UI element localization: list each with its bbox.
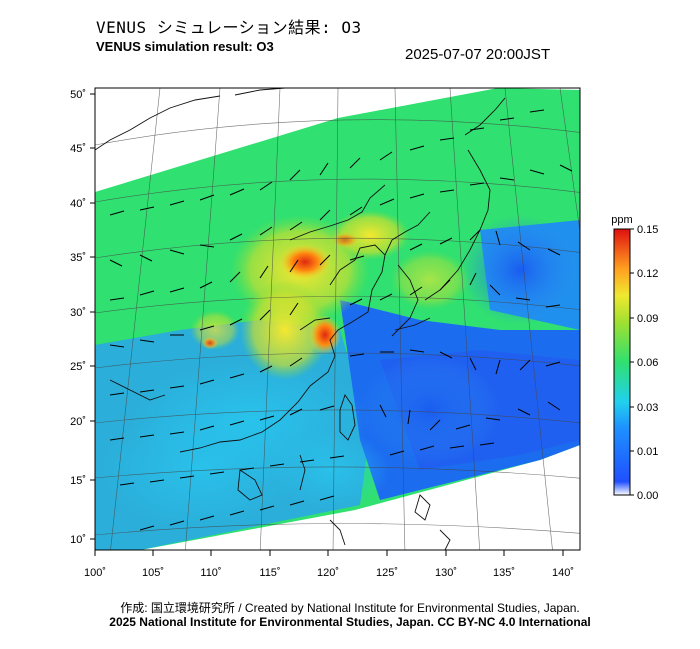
copyright-line: 2025 National Institute for Environmenta… [109, 615, 591, 629]
lon-tick-label: 125˚ [376, 567, 398, 579]
lat-tick-label: 35˚ [70, 252, 86, 264]
lon-tick-label: 135˚ [493, 567, 515, 579]
lon-tick-label: 105˚ [142, 567, 164, 579]
title-jp: VENUS シミュレーション結果: O3 [96, 18, 362, 37]
map-frame [95, 88, 580, 550]
datetime: 2025-07-07 20:00JST [405, 46, 551, 63]
map-border [94, 87, 581, 551]
lon-axis [94, 550, 564, 556]
colorbar-tick: 0.12 [637, 268, 658, 280]
lat-tick-labels: 50˚ 45˚ 40˚ 35˚ 30˚ 25˚ 20˚ 15˚ 10˚ [70, 89, 86, 546]
lat-tick-label: 40˚ [70, 198, 86, 210]
lon-tick-label: 115˚ [259, 567, 280, 579]
lon-tick-label: 100˚ [84, 567, 106, 579]
lon-tick-label: 120˚ [317, 567, 339, 579]
graticule [95, 88, 580, 550]
colorbar-tick: 0.06 [637, 357, 658, 369]
colorbar-tick: 0.15 [637, 224, 658, 236]
lon-tick-label: 130˚ [435, 567, 457, 579]
colorbar: ppm 0.15 0.12 0.09 0.06 0.03 0.01 0.00 [611, 214, 658, 502]
lon-tick-labels: 100˚ 105˚ 110˚ 115˚ 120˚ 125˚ 130˚ 135˚ … [84, 567, 574, 579]
colorbar-scale [613, 228, 631, 496]
wind-vectors [109, 109, 573, 531]
colorbar-tick: 0.00 [637, 490, 658, 502]
title-en: VENUS simulation result: O3 [96, 39, 274, 54]
colorbar-tick: 0.03 [637, 402, 658, 414]
lat-tick-label: 50˚ [70, 89, 86, 101]
colorbar-unit: ppm [611, 214, 632, 226]
lat-tick-label: 45˚ [70, 143, 86, 155]
colorbar-tick: 0.01 [637, 446, 658, 458]
lon-tick-label: 140˚ [552, 567, 574, 579]
lat-tick-label: 15˚ [70, 475, 86, 487]
lat-axis [90, 93, 95, 540]
lat-tick-label: 20˚ [70, 416, 86, 428]
colorbar-tick: 0.09 [637, 313, 658, 325]
lat-tick-label: 25˚ [70, 361, 86, 373]
lon-tick-label: 110˚ [200, 567, 221, 579]
lat-tick-label: 30˚ [70, 307, 86, 319]
credit-line: 作成: 国立環境研究所 / Created by National Instit… [120, 601, 580, 615]
lat-tick-label: 10˚ [70, 534, 86, 546]
